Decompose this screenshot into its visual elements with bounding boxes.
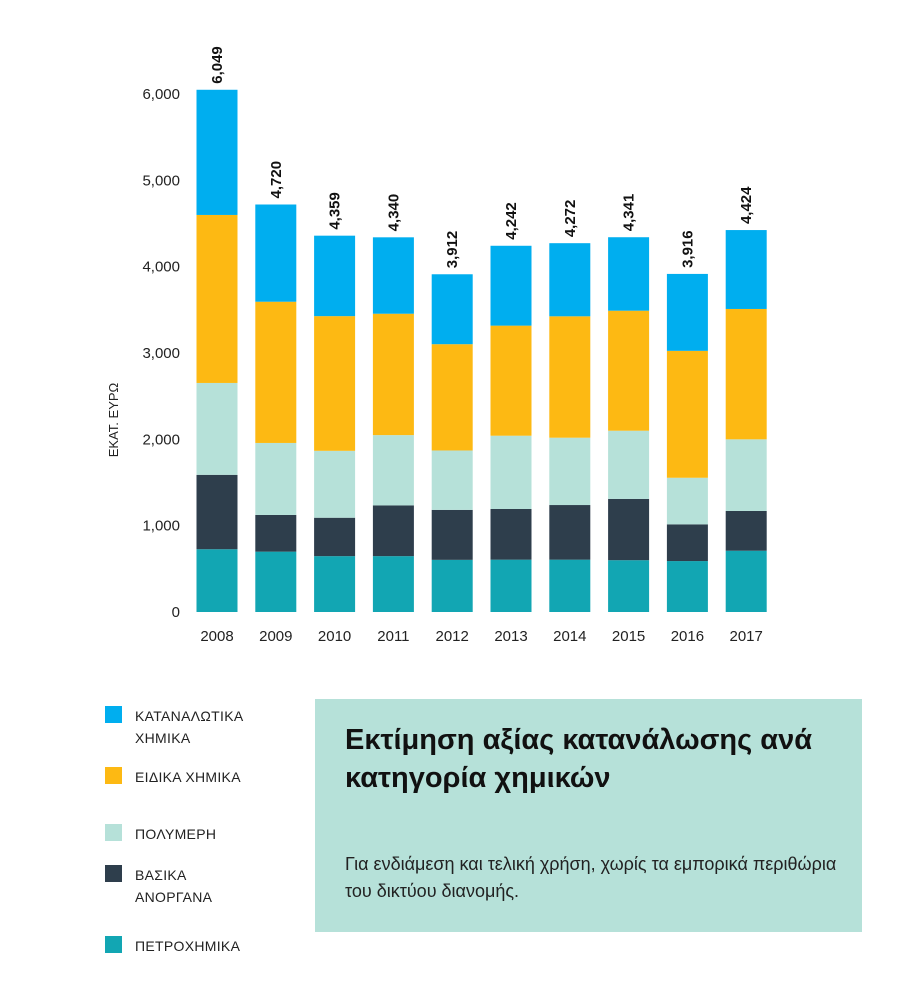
bar-segment <box>725 308 767 440</box>
bar-segment <box>314 450 356 518</box>
x-tick-label: 2016 <box>671 628 704 645</box>
total-data-label: 4,272 <box>562 200 579 238</box>
bar-segment <box>490 245 532 326</box>
legend-swatch <box>105 824 122 841</box>
legend-swatch <box>105 936 122 953</box>
x-tick-label: 2014 <box>553 628 586 645</box>
total-data-label: 3,912 <box>444 231 461 269</box>
bar-segment <box>255 551 297 612</box>
total-data-label: 4,720 <box>268 161 285 199</box>
legend-item-specialty-chemicals: ΕΙΔΙΚΑ ΧΗΜΙΚΑ <box>105 766 295 788</box>
total-data-label: 4,424 <box>738 186 755 224</box>
bar-segment <box>431 450 473 510</box>
bar-segment <box>549 243 591 317</box>
total-data-label: 4,341 <box>621 194 638 232</box>
x-tick-label: 2015 <box>612 628 645 645</box>
bar-segment <box>666 350 708 478</box>
bar-segment <box>608 560 650 612</box>
bar-segment <box>314 316 356 451</box>
legend-item-basic-inorganics: ΒΑΣΙΚΑ ΑΝΟΡΓΑΝΑ <box>105 864 235 908</box>
y-tick-label: 3,000 <box>142 345 180 362</box>
y-tick-label: 2,000 <box>142 431 180 448</box>
bar-segment <box>549 316 591 438</box>
stacked-bar-chart: 0 1,000 2,000 3,000 4,000 5,000 6,000 2008 2009… <box>106 46 767 645</box>
y-tick-label: 5,000 <box>142 172 180 189</box>
x-tick-label: 2012 <box>436 628 469 645</box>
legend-swatch <box>105 865 122 882</box>
total-data-label: 4,242 <box>503 202 520 240</box>
bar-segment <box>431 274 473 345</box>
legend-label: ΕΙΔΙΚΑ ΧΗΜΙΚΑ <box>135 769 241 785</box>
bar-segment <box>255 204 297 302</box>
bar-segment <box>314 517 356 557</box>
bar-segment <box>666 273 708 351</box>
bar-segment <box>431 559 473 612</box>
bar-segment <box>372 237 414 314</box>
bar-segment <box>372 505 414 557</box>
bar-segment <box>196 214 238 383</box>
y-tick-label: 4,000 <box>142 259 180 276</box>
x-tick-label: 2008 <box>200 628 233 645</box>
x-tick-label: 2010 <box>318 628 351 645</box>
bar-segment <box>431 344 473 451</box>
bar-segment <box>196 89 238 215</box>
legend-swatch <box>105 706 122 723</box>
bar-segment <box>372 435 414 506</box>
x-tick-label: 2011 <box>377 628 409 645</box>
bar-segment <box>372 556 414 612</box>
bar-segment <box>490 559 532 612</box>
y-tick-label: 1,000 <box>142 518 180 535</box>
bar-segment <box>725 230 767 309</box>
y-axis-label: ΕΚΑΤ. ΕΥΡΩ <box>106 382 121 457</box>
bar-segment <box>314 556 356 612</box>
legend-swatch <box>105 767 122 784</box>
legend-label: ΠΕΤΡΟΧΗΜΙΚΑ <box>135 938 241 954</box>
total-data-label: 3,916 <box>679 230 696 268</box>
title-panel: Εκτίμηση αξίας κατανάλωσης ανά κατηγορία… <box>315 699 862 932</box>
bar-segment <box>255 301 297 443</box>
bar-segment <box>255 514 297 552</box>
bar-segment <box>725 510 767 551</box>
bar-segment <box>372 313 414 436</box>
bar-segment <box>549 559 591 612</box>
legend-item-petrochemicals: ΠΕΤΡΟΧΗΜΙΚΑ <box>105 935 295 957</box>
legend-item-consumer-chemicals: ΚΑΤΑΝΑΛΩΤΙΚΑ ΧΗΜΙΚΑ <box>105 705 285 749</box>
legend-label: ΠΟΛΥΜΕΡΗ <box>135 826 217 842</box>
bar-segment <box>490 435 532 510</box>
total-data-label: 6,049 <box>209 46 226 84</box>
bar-segment <box>608 498 650 561</box>
bar-segment <box>196 474 238 550</box>
bar-segment <box>314 235 356 317</box>
bar-segment <box>490 325 532 436</box>
bar-segment <box>255 442 297 515</box>
bar-segment <box>608 237 650 311</box>
bar-segment <box>608 430 650 499</box>
bar-segment <box>196 382 238 475</box>
bar-segment <box>431 509 473 560</box>
bar-segment <box>666 477 708 525</box>
y-tick-label: 6,000 <box>142 86 180 103</box>
legend-label: ΚΑΤΑΝΑΛΩΤΙΚΑ ΧΗΜΙΚΑ <box>135 708 243 746</box>
bar-segment <box>490 509 532 560</box>
bar-segment <box>666 561 708 612</box>
x-tick-label: 2009 <box>259 628 292 645</box>
chart-subtitle: Για ενδιάμεση και τελική χρήση, χωρίς τα… <box>345 854 837 901</box>
total-data-label: 4,359 <box>327 192 344 230</box>
x-tick-label: 2013 <box>494 628 527 645</box>
bar-segment <box>608 310 650 431</box>
bar-segment <box>725 550 767 612</box>
bar-segment <box>196 549 238 612</box>
total-data-label: 4,340 <box>385 194 402 232</box>
y-tick-label: 0 <box>172 604 180 621</box>
x-tick-label: 2017 <box>730 628 763 645</box>
legend-item-polymers: ΠΟΛΥΜΕΡΗ <box>105 823 295 845</box>
bar-segment <box>725 439 767 511</box>
bar-segment <box>549 437 591 506</box>
legend-label: ΒΑΣΙΚΑ ΑΝΟΡΓΑΝΑ <box>135 867 213 905</box>
bar-segment <box>549 505 591 560</box>
chart-title: Εκτίμηση αξίας κατανάλωσης ανά κατηγορία… <box>345 724 813 794</box>
bar-segment <box>666 524 708 562</box>
